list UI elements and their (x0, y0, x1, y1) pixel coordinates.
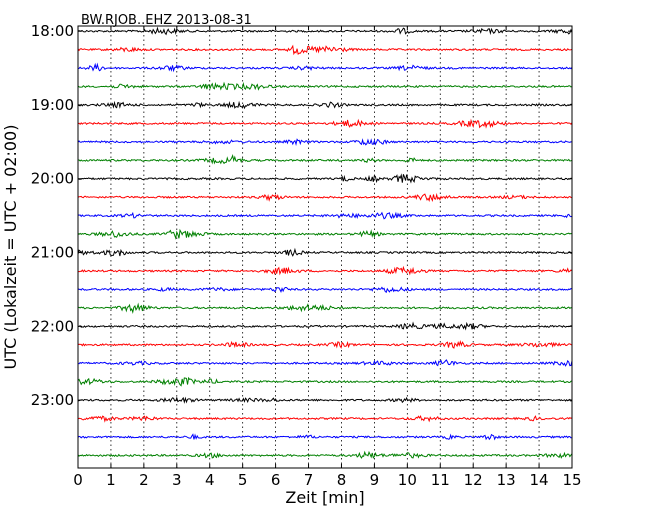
trace-line (77, 153, 573, 165)
trace-line (77, 211, 573, 220)
x-tick-label: 0 (73, 471, 83, 489)
trace-line (77, 26, 573, 36)
trace-line (77, 228, 573, 240)
x-tick-label: 6 (271, 471, 281, 489)
y-axis: 18:00 19:00 20:00 21:00 22:00 23:00 (31, 22, 572, 409)
x-tick-label: 5 (238, 471, 248, 489)
x-tick-label: 2 (139, 471, 149, 489)
x-axis: 0 1 2 3 4 5 6 7 8 9 10 11 12 13 14 15 (73, 26, 582, 489)
x-tick-label: 4 (205, 471, 215, 489)
trace-line (77, 192, 573, 202)
trace-line (77, 100, 573, 110)
trace-line (77, 396, 573, 404)
trace-line (77, 321, 573, 331)
trace-line (77, 247, 573, 257)
trace-line (77, 44, 573, 56)
trace-line (77, 265, 573, 276)
trace-line (77, 118, 573, 129)
trace-line (77, 433, 573, 441)
trace-line (77, 173, 573, 184)
trace-line (77, 414, 573, 423)
trace-line (77, 138, 573, 147)
trace-line (77, 339, 573, 349)
x-axis-label: Zeit [min] (285, 488, 364, 507)
y-tick-label: 19:00 (31, 96, 74, 114)
trace-line (77, 376, 573, 387)
y-tick-label: 20:00 (31, 170, 74, 188)
x-tick-label: 15 (562, 471, 581, 489)
x-tick-label: 11 (431, 471, 450, 489)
trace-line (77, 450, 573, 459)
chart-title: BW.RJOB..EHZ 2013-08-31 (81, 13, 252, 28)
trace-line (77, 62, 573, 73)
trace-line (77, 302, 573, 315)
x-tick-label: 10 (398, 471, 417, 489)
x-tick-label: 13 (497, 471, 516, 489)
trace-line (77, 81, 573, 91)
y-tick-label: 23:00 (31, 391, 74, 409)
x-tick-label: 3 (172, 471, 182, 489)
trace-line (77, 286, 573, 294)
x-tick-label: 7 (304, 471, 314, 489)
y-tick-label: 18:00 (31, 22, 74, 40)
plot-frame (77, 25, 573, 469)
x-tick-label: 1 (106, 471, 116, 489)
y-tick-label: 22:00 (31, 317, 74, 335)
x-tick-label: 9 (370, 471, 380, 489)
seismic-traces (77, 26, 573, 459)
x-tick-label: 8 (337, 471, 347, 489)
trace-line (77, 359, 573, 367)
y-axis-label: UTC (Lokalzeit = UTC + 02:00) (1, 125, 20, 370)
grid-lines (110, 26, 540, 468)
x-tick-label: 14 (530, 471, 549, 489)
y-tick-label: 21:00 (31, 244, 74, 262)
x-tick-label: 12 (464, 471, 483, 489)
